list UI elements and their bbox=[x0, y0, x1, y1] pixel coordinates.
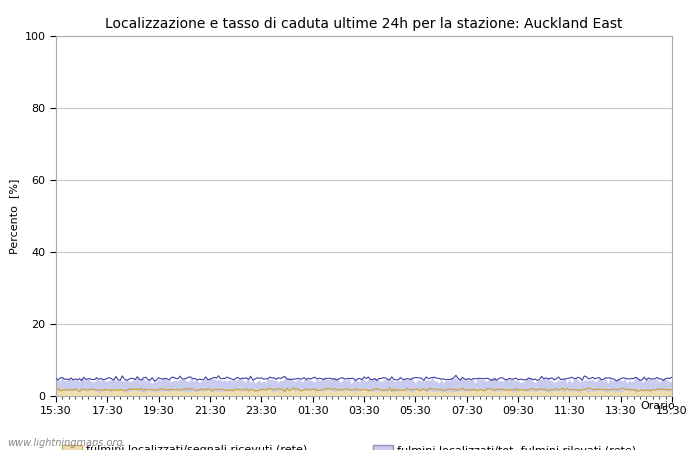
Text: www.lightningmaps.org: www.lightningmaps.org bbox=[7, 438, 122, 448]
Y-axis label: Percento  [%]: Percento [%] bbox=[9, 178, 19, 254]
Text: Orario: Orario bbox=[640, 401, 676, 411]
Legend: fulmini localizzati/segnali ricevuti (rete), fulmini localizzati/segnali ricevut: fulmini localizzati/segnali ricevuti (re… bbox=[62, 445, 693, 450]
Title: Localizzazione e tasso di caduta ultime 24h per la stazione: Auckland East: Localizzazione e tasso di caduta ultime … bbox=[105, 17, 623, 31]
